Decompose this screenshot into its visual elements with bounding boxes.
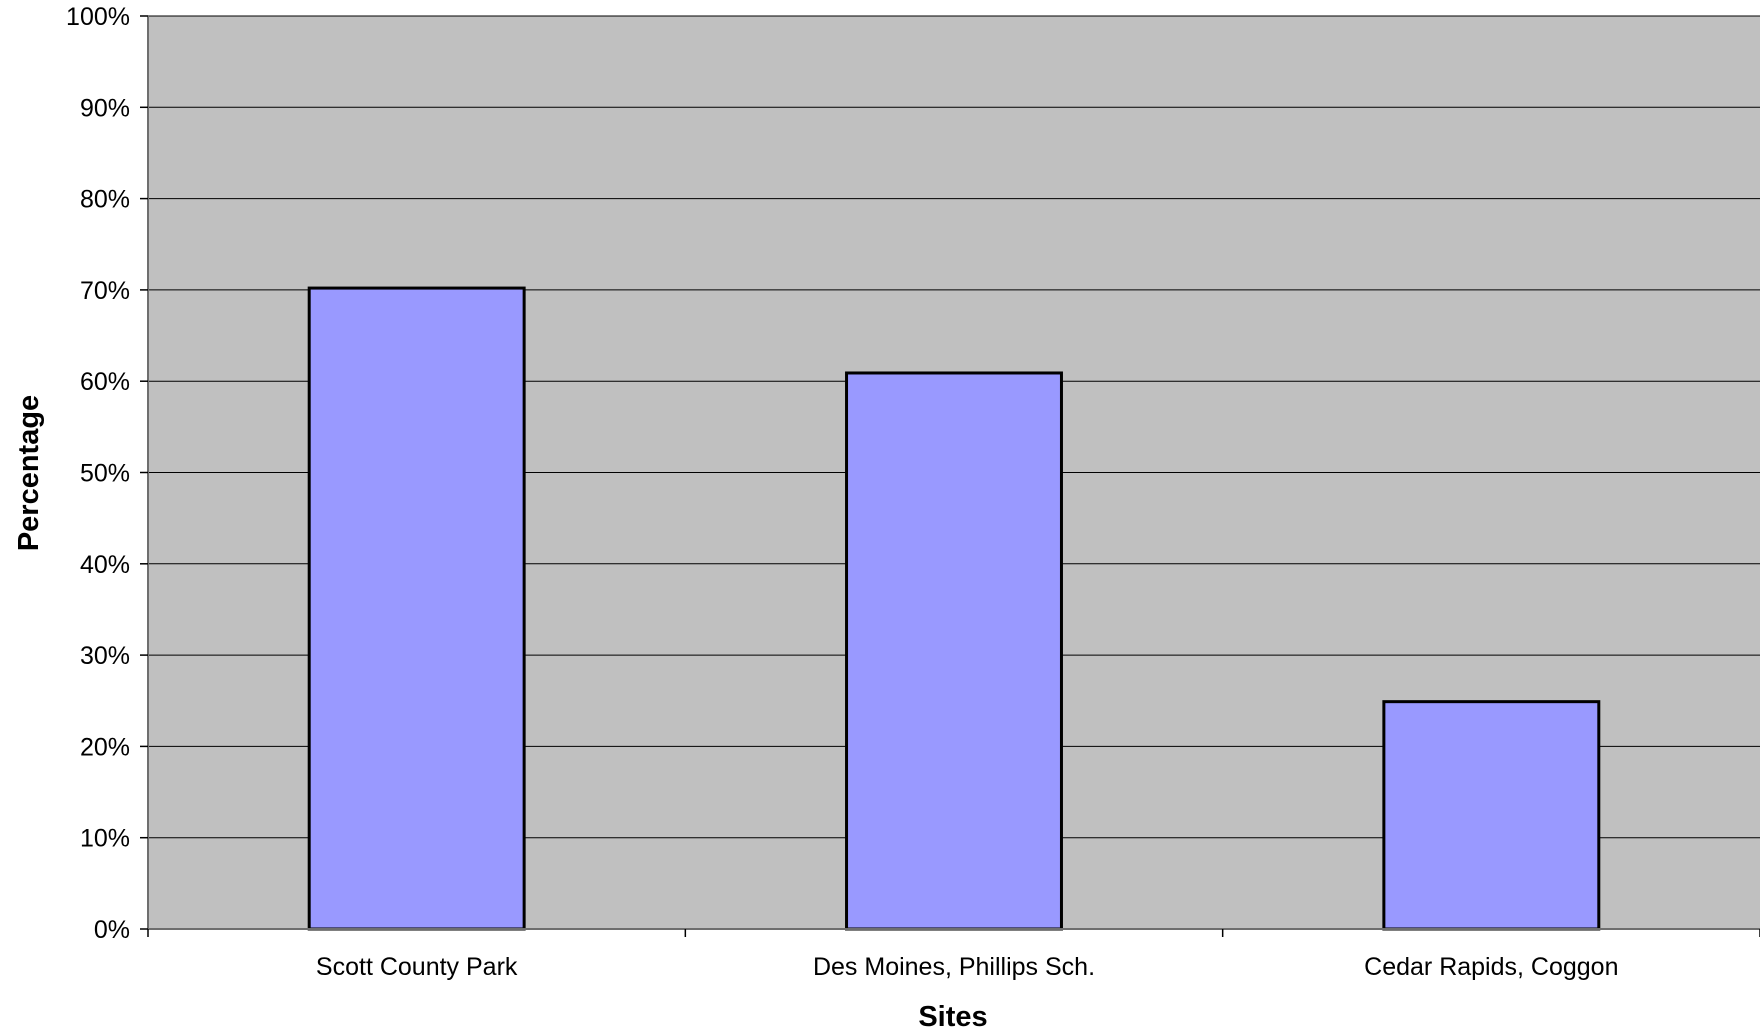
y-axis-title: Percentage [13,395,45,551]
y-tick-label: 60% [80,368,130,396]
y-tick-label: 10% [80,825,130,853]
y-tick-label: 70% [80,277,130,305]
y-tick-label: 90% [80,94,130,122]
y-tick-label: 40% [80,551,130,579]
y-tick-label: 0% [94,916,130,944]
bar [307,286,526,931]
x-tick-label: Des Moines, Phillips Sch. [813,953,1095,981]
y-tick-label: 20% [80,733,130,761]
bar [1382,700,1601,931]
y-tick-label: 80% [80,186,130,214]
y-axis-ticks: 0% 10% 20% 30% 40% 50% 60% 70% 80% 90% 100% [66,3,148,944]
y-tick-label: 30% [80,642,130,670]
y-tick-label: 100% [66,3,130,31]
x-tick-label: Cedar Rapids, Coggon [1364,953,1618,981]
bar [845,371,1063,931]
y-tick-label: 50% [80,460,130,488]
x-axis-ticks: Scott County Park Des Moines, Phillips Sc… [147,929,1760,981]
x-axis-title: Sites [918,1001,987,1033]
x-tick-label: Scott County Park [316,953,518,981]
bars [307,286,1601,931]
